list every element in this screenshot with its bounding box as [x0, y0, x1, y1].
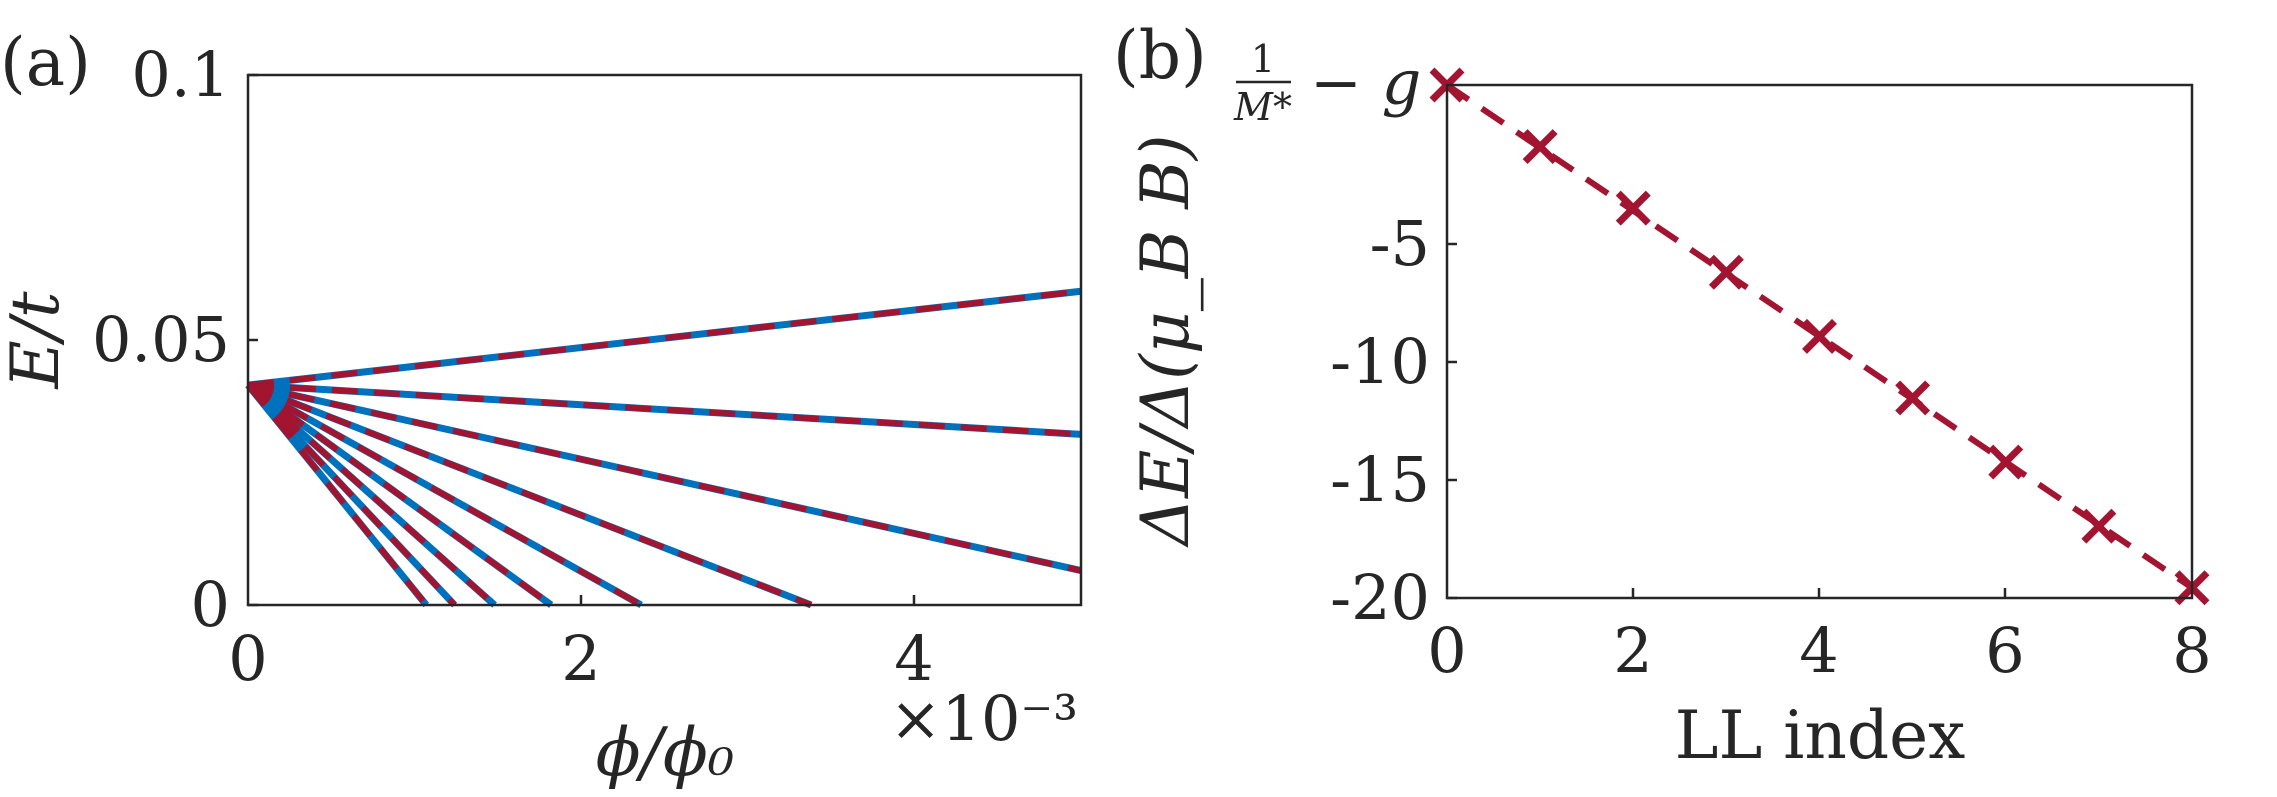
panel-b-marker-4: [1802, 318, 1837, 354]
panel-a-analytic-line-4: [246, 382, 643, 608]
panel-b-xtick-1: 2: [1613, 614, 1652, 687]
panel-b-marker-3: [1708, 254, 1744, 290]
panel-b-top-tick-label: 1 M* − g: [1233, 37, 1421, 129]
panel-b-ytick-3: -5: [1370, 207, 1430, 280]
panel-a: (a) 0 0.05 0.1 0 2 4 ×10⁻³ ϕ/ϕ₀ E/t: [0, 24, 1083, 791]
panel-b-ytick-1: -15: [1330, 443, 1430, 516]
panel-b-ylabel: ΔE/Δ(μ_B B): [1127, 134, 1204, 548]
top-tick-frac-numerator: 1: [1251, 37, 1275, 81]
panel-b-xtick-3: 6: [1985, 614, 2024, 687]
panel-a-analytic-line-2: [247, 382, 1082, 574]
panel-a-analytic-line-6: [246, 382, 497, 608]
panel-b-marker-5: [1895, 380, 1931, 416]
panel-b-xtick-2: 4: [1799, 614, 1838, 687]
panel-b-xtick-4: 8: [2172, 614, 2211, 687]
panel-b-series-group: [1429, 67, 2210, 606]
panel-a-label: (a): [0, 24, 91, 101]
panel-a-series-group: [245, 287, 1082, 609]
panel-b-xtick-0: 0: [1427, 614, 1466, 687]
top-tick-frac-denominator: M*: [1233, 85, 1292, 129]
panel-b-ytick-2: -10: [1330, 325, 1430, 398]
panel-b-label: (b): [1113, 17, 1207, 94]
panel-b-ytick-0: -20: [1330, 561, 1430, 634]
panel-a-analytic-line-5: [246, 382, 553, 608]
panel-b-marker-7: [2081, 508, 2117, 544]
panel-b-marker-2: [1615, 190, 1651, 226]
panel-b: (b) -20 -15 -10 -5 1 M* − g 0 2 4 6 8 LL…: [1113, 17, 2212, 774]
panel-a-xtick-0: 0: [228, 622, 267, 695]
panel-a-analytic-line-8: [245, 383, 429, 607]
panel-b-marker-6: [1988, 444, 2024, 480]
panel-a-ytick-1: 0.05: [92, 303, 230, 376]
panel-a-analytic-line-3: [246, 382, 813, 608]
panel-a-xlabel: ϕ/ϕ₀: [596, 714, 735, 791]
top-tick-rest: − g: [1310, 46, 1421, 119]
panel-b-fit-line: [1445, 82, 2194, 591]
panel-b-marker-1: [1522, 129, 1558, 165]
panel-a-analytic-line-7: [245, 382, 457, 608]
panel-a-ylabel: E/t: [0, 291, 74, 389]
panel-a-xtick-1: 2: [561, 622, 600, 695]
panel-a-analytic-line-0: [247, 288, 1082, 389]
panel-a-ytick-0: 0: [191, 568, 230, 641]
panel-a-xtick-2: 4: [894, 622, 933, 695]
panel-b-xlabel: LL index: [1675, 697, 1966, 774]
panel-a-ytick-2: 0.1: [131, 38, 230, 111]
panel-a-x-multiplier: ×10⁻³: [890, 682, 1078, 755]
panel-a-analytic-line-1: [247, 382, 1082, 438]
